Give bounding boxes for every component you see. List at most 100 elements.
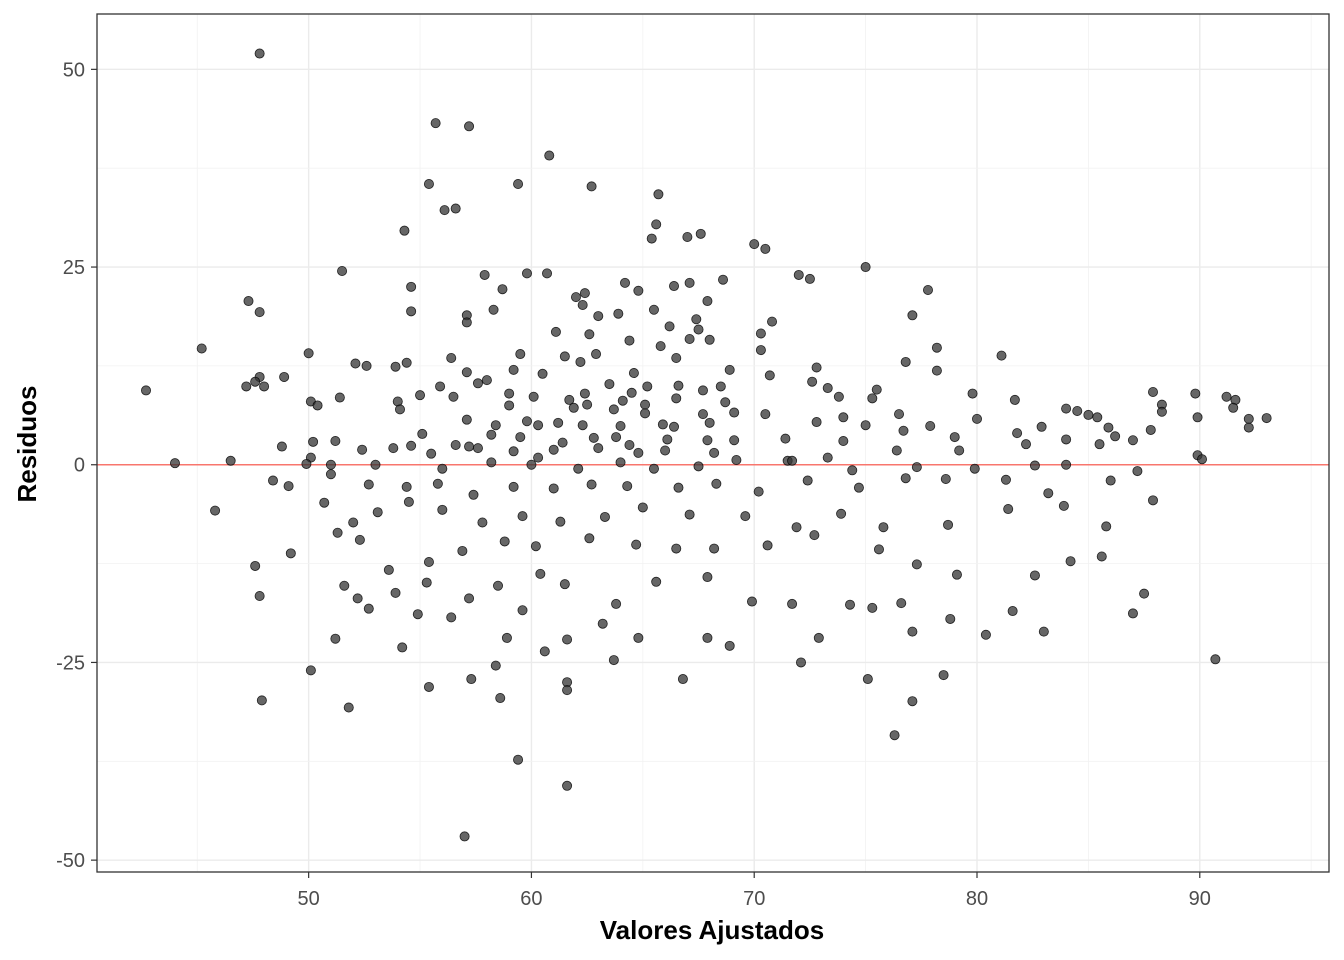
data-point [615, 420, 626, 431]
data-point [573, 463, 584, 474]
data-point [1083, 409, 1094, 420]
data-point [254, 48, 265, 59]
data-point [1021, 439, 1032, 450]
data-point [1029, 460, 1040, 471]
data-point [361, 360, 372, 371]
data-point [339, 580, 350, 591]
data-point [586, 181, 597, 192]
data-point [504, 388, 515, 399]
data-point [508, 364, 519, 375]
data-point [479, 269, 490, 280]
data-point [582, 399, 593, 410]
data-point [793, 269, 804, 280]
data-point [718, 274, 729, 285]
data-point [446, 352, 457, 363]
data-point [548, 483, 559, 494]
data-point [450, 203, 461, 214]
data-point [907, 696, 918, 707]
data-point [809, 530, 820, 541]
data-point [787, 455, 798, 466]
data-point [348, 517, 359, 528]
data-point [753, 486, 764, 497]
data-point [891, 445, 902, 456]
data-point [608, 404, 619, 415]
data-point [833, 391, 844, 402]
x-tick-label: 90 [1189, 888, 1211, 910]
panel-border [96, 13, 1330, 873]
data-point [1061, 434, 1072, 445]
data-point [388, 443, 399, 454]
data-point [513, 754, 524, 765]
data-point [1261, 413, 1272, 424]
data-point [767, 316, 778, 327]
data-point [472, 378, 483, 389]
data-point [1092, 412, 1103, 423]
data-point [383, 564, 394, 575]
data-point [325, 469, 336, 480]
data-point [1145, 424, 1156, 435]
data-point [1007, 606, 1018, 617]
data-point [426, 448, 437, 459]
data-point [1072, 405, 1083, 416]
data-point [1101, 521, 1112, 532]
data-point [588, 432, 599, 443]
data-point [972, 413, 983, 424]
data-point [461, 367, 472, 378]
data-point [285, 548, 296, 559]
data-point [664, 321, 675, 332]
data-point [867, 393, 878, 404]
data-point [493, 580, 504, 591]
data-point [363, 603, 374, 614]
data-point [671, 352, 682, 363]
data-point [533, 420, 544, 431]
data-point [954, 445, 965, 456]
data-point [370, 459, 381, 470]
data-point [671, 393, 682, 404]
data-point [711, 478, 722, 489]
data-point [276, 441, 287, 452]
data-point [1061, 459, 1072, 470]
data-point [996, 350, 1007, 361]
data-point [860, 262, 871, 273]
data-point [749, 239, 760, 250]
data-point [967, 388, 978, 399]
data-point [894, 409, 905, 420]
data-point [399, 225, 410, 236]
data-point [415, 390, 426, 401]
x-tick-label: 80 [966, 888, 988, 910]
data-point [521, 268, 532, 279]
data-point [1094, 439, 1105, 450]
data-point [724, 640, 735, 651]
data-point [1243, 422, 1254, 433]
data-point [653, 189, 664, 200]
data-point [922, 284, 933, 295]
data-point [477, 517, 488, 528]
data-point [802, 475, 813, 486]
data-point [898, 425, 909, 436]
data-point [867, 602, 878, 613]
data-point [504, 400, 515, 411]
data-point [807, 376, 818, 387]
data-point [325, 459, 336, 470]
data-point [804, 273, 815, 284]
data-point [539, 646, 550, 657]
data-point [760, 243, 771, 254]
data-point [969, 463, 980, 474]
data-point [435, 381, 446, 392]
data-point [697, 385, 708, 396]
data-point [787, 598, 798, 609]
data-point [746, 596, 757, 607]
data-point [394, 404, 405, 415]
data-point [1000, 474, 1011, 485]
data-point [1139, 588, 1150, 599]
data-point [608, 655, 619, 666]
data-point [279, 371, 290, 382]
data-point [593, 443, 604, 454]
data-point [517, 605, 528, 616]
data-point [515, 432, 526, 443]
data-point [633, 447, 644, 458]
y-tick-label: 25 [63, 257, 85, 279]
data-point [490, 660, 501, 671]
data-point [241, 381, 252, 392]
